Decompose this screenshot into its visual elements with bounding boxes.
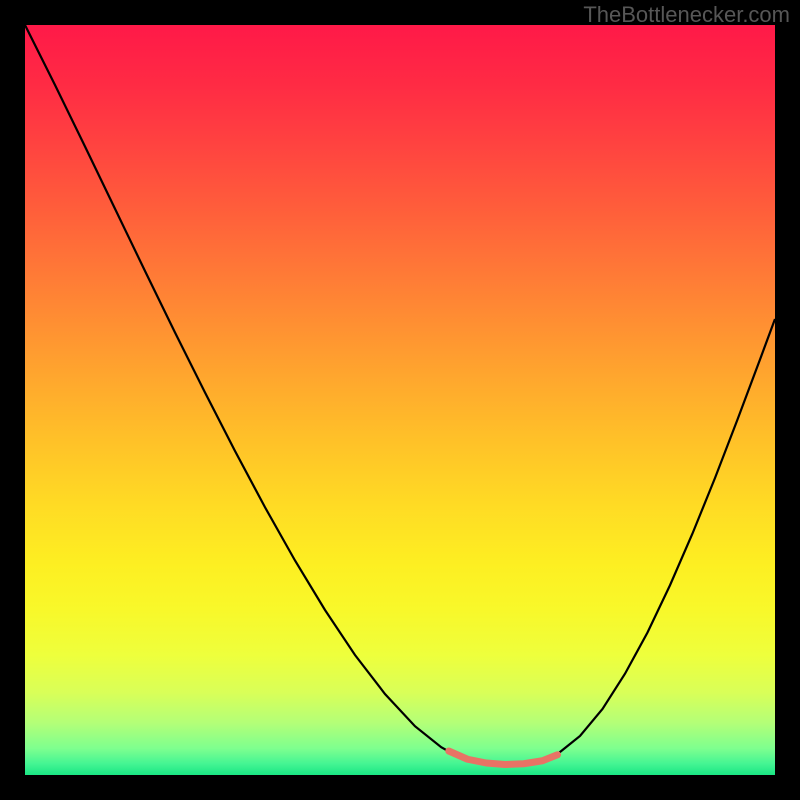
watermark-text: TheBottlenecker.com <box>583 2 790 28</box>
curve-layer <box>25 25 775 775</box>
valley-marker <box>449 751 558 765</box>
bottleneck-curve <box>25 25 775 765</box>
plot-area <box>25 25 775 775</box>
